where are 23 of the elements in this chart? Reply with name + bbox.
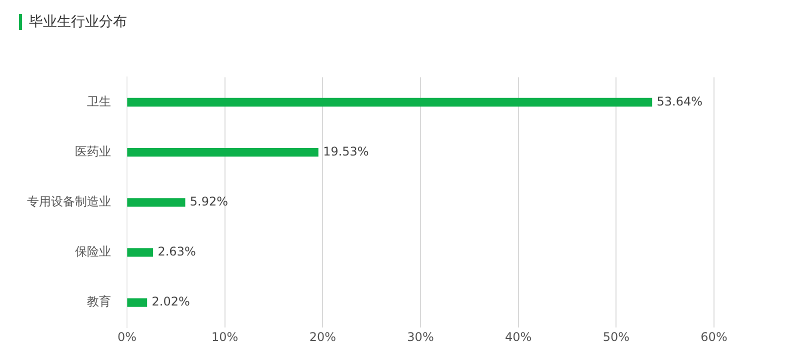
data-label: 19.53% — [323, 144, 369, 158]
data-label: 2.63% — [158, 244, 196, 259]
bar — [127, 148, 318, 157]
data-label: 53.64% — [656, 94, 703, 108]
chart-title: 毕业生行业分布 — [29, 13, 127, 31]
x-tick-label: 0% — [117, 330, 137, 344]
y-tick-label: 医药业 — [75, 144, 111, 158]
x-tick-label: 30% — [407, 330, 434, 344]
x-tick-label: 20% — [309, 330, 336, 344]
bar — [127, 248, 154, 257]
x-tick-label: 50% — [602, 330, 630, 344]
bar — [127, 298, 148, 307]
x-tick-label: 60% — [700, 330, 728, 344]
y-tick-label: 教育 — [87, 294, 111, 309]
bar — [127, 98, 652, 107]
y-tick-label: 保险业 — [75, 244, 111, 259]
x-tick-label: 40% — [504, 330, 532, 344]
bar — [127, 198, 186, 207]
y-tick-label: 专用设备制造业 — [27, 194, 111, 209]
x-tick-label: 10% — [211, 330, 238, 344]
data-label: 2.02% — [152, 294, 190, 309]
y-tick-label: 卫生 — [87, 94, 111, 108]
data-label: 5.92% — [190, 194, 228, 209]
